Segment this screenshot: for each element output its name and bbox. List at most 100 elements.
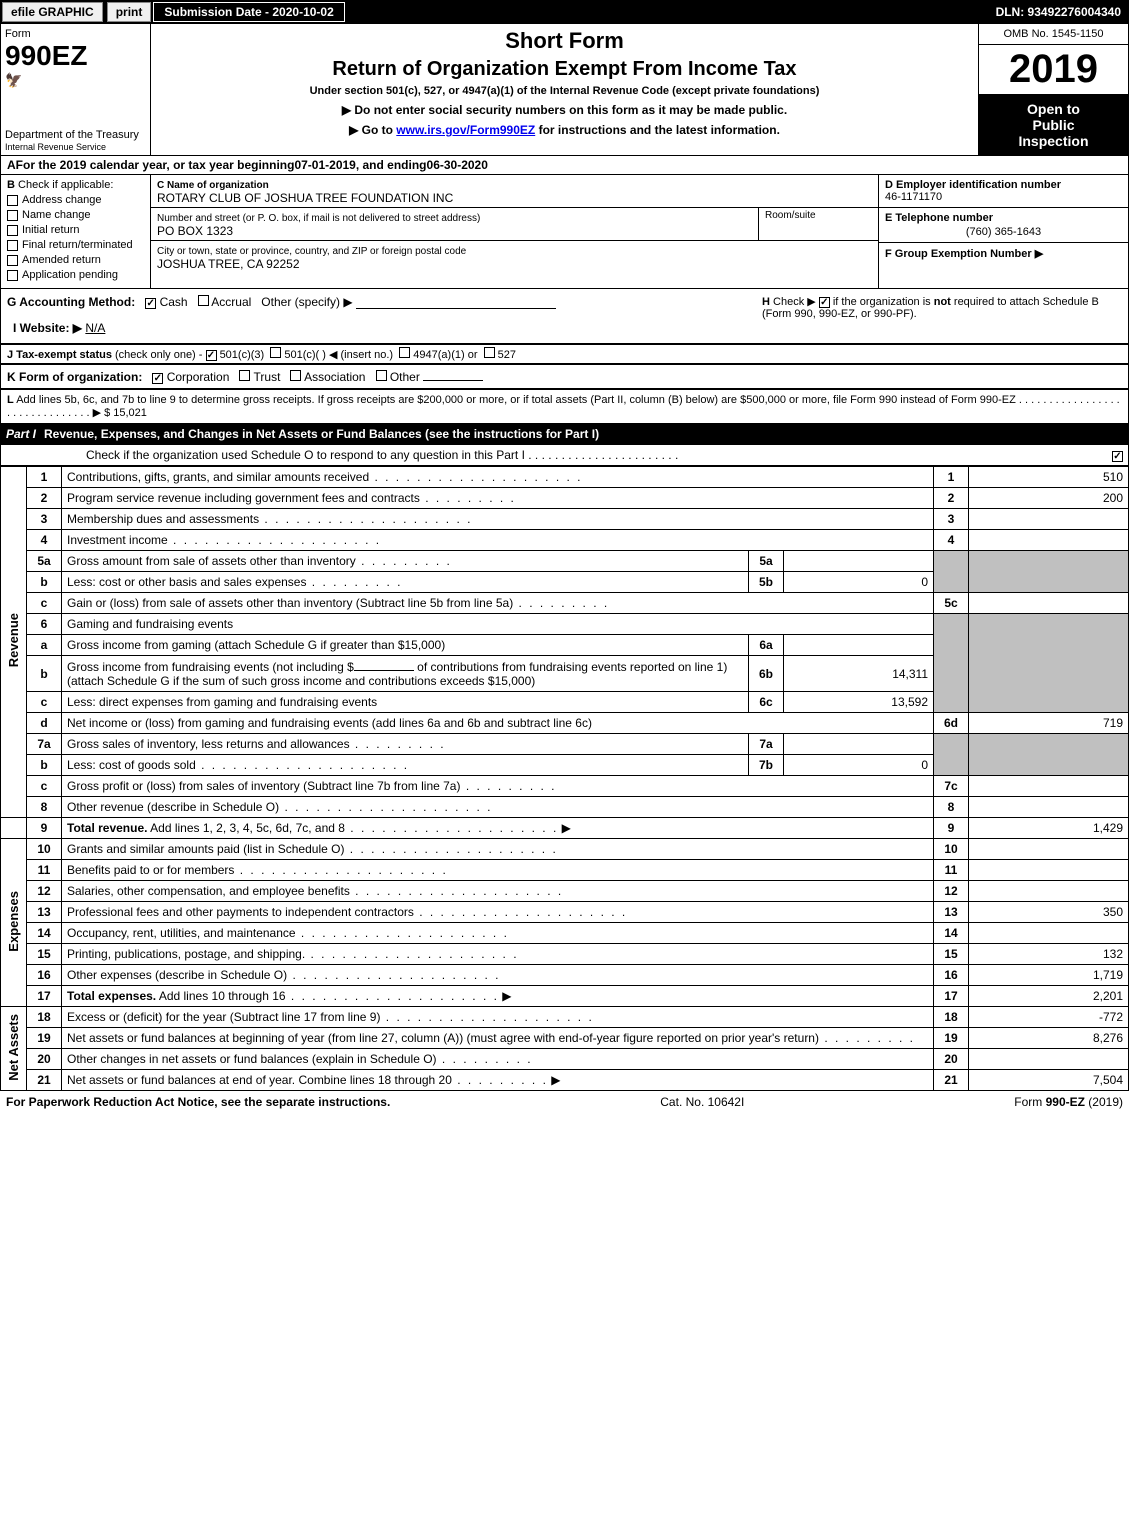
checkbox-h[interactable] bbox=[819, 297, 830, 308]
footer-form: Form 990-EZ (2019) bbox=[1014, 1095, 1123, 1109]
row-4: 4 Investment income 4 bbox=[1, 530, 1129, 551]
label-addr-change: Address change bbox=[22, 194, 102, 206]
amt-21: 7,504 bbox=[969, 1070, 1129, 1091]
amt-5b: 0 bbox=[784, 572, 934, 593]
irs-link[interactable]: www.irs.gov/Form990EZ bbox=[396, 123, 535, 137]
checkbox-527[interactable] bbox=[484, 347, 495, 358]
checkbox-other-org[interactable] bbox=[376, 370, 387, 381]
row-1: Revenue 1 Contributions, gifts, grants, … bbox=[1, 467, 1129, 488]
paperwork-notice: For Paperwork Reduction Act Notice, see … bbox=[6, 1095, 390, 1109]
amt-6b: 14,311 bbox=[784, 656, 934, 692]
shaded-7 bbox=[934, 734, 969, 776]
amt-16: 1,719 bbox=[969, 965, 1129, 986]
open-public-badge: Open to Public Inspection bbox=[979, 95, 1128, 155]
checkbox-pending[interactable] bbox=[7, 270, 18, 281]
row-5a: 5a Gross amount from sale of assets othe… bbox=[1, 551, 1129, 572]
ein-value: 46-1171170 bbox=[885, 191, 942, 203]
form-label: Form bbox=[5, 28, 146, 40]
line-k: K Form of organization: Corporation Trus… bbox=[0, 364, 1129, 389]
revenue-side-label: Revenue bbox=[1, 467, 27, 818]
row-17: 17 Total expenses. Add lines 10 through … bbox=[1, 986, 1129, 1007]
city-value: JOSHUA TREE, CA 92252 bbox=[157, 257, 300, 271]
header-sub3: ▶ Go to www.irs.gov/Form990EZ for instru… bbox=[159, 123, 970, 137]
print-button[interactable]: print bbox=[107, 2, 152, 22]
header-middle: Short Form Return of Organization Exempt… bbox=[151, 24, 978, 155]
row-6: 6 Gaming and fundraising events bbox=[1, 614, 1129, 635]
checkbox-addr-change[interactable] bbox=[7, 195, 18, 206]
amt-12 bbox=[969, 881, 1129, 902]
efile-button[interactable]: efile GRAPHIC bbox=[2, 2, 103, 22]
box-right: D Employer identification number 46-1171… bbox=[878, 175, 1128, 288]
row-5c: c Gain or (loss) from sale of assets oth… bbox=[1, 593, 1129, 614]
other-method-blank bbox=[356, 295, 556, 309]
checkbox-trust[interactable] bbox=[239, 370, 250, 381]
amt-10 bbox=[969, 839, 1129, 860]
part1-header: Part I Revenue, Expenses, and Changes in… bbox=[0, 424, 1129, 444]
row-20: 20 Other changes in net assets or fund b… bbox=[1, 1049, 1129, 1070]
amt-4 bbox=[969, 530, 1129, 551]
row-7a: 7a Gross sales of inventory, less return… bbox=[1, 734, 1129, 755]
checkbox-part1-scho[interactable] bbox=[1112, 451, 1123, 462]
amt-17: 2,201 bbox=[969, 986, 1129, 1007]
org-name-value: ROTARY CLUB OF JOSHUA TREE FOUNDATION IN… bbox=[157, 191, 453, 205]
box-b: B Check if applicable: Address change Na… bbox=[1, 175, 151, 288]
entity-block: B Check if applicable: Address change Na… bbox=[0, 175, 1129, 289]
checkbox-accrual[interactable] bbox=[198, 295, 209, 306]
amt-1: 510 bbox=[969, 467, 1129, 488]
amt-5c bbox=[969, 593, 1129, 614]
shaded-6 bbox=[934, 614, 969, 713]
checkbox-amended[interactable] bbox=[7, 255, 18, 266]
amt-7b: 0 bbox=[784, 755, 934, 776]
amt-14 bbox=[969, 923, 1129, 944]
short-form-title: Short Form bbox=[159, 28, 970, 54]
amt-13: 350 bbox=[969, 902, 1129, 923]
revenue-side-pad bbox=[1, 818, 27, 839]
line-g: G Accounting Method: Cash Accrual Other … bbox=[7, 295, 752, 337]
dln-number: DLN: 93492276004340 bbox=[996, 5, 1129, 19]
gh-row: G Accounting Method: Cash Accrual Other … bbox=[0, 289, 1129, 344]
checkbox-initial[interactable] bbox=[7, 225, 18, 236]
checkbox-corp[interactable] bbox=[152, 373, 163, 384]
row-3: 3 Membership dues and assessments 3 bbox=[1, 509, 1129, 530]
amt-6a bbox=[784, 635, 934, 656]
label-amended: Amended return bbox=[22, 254, 101, 266]
row-11: 11 Benefits paid to or for members 11 bbox=[1, 860, 1129, 881]
checkbox-4947[interactable] bbox=[399, 347, 410, 358]
checkbox-501c3[interactable] bbox=[206, 350, 217, 361]
line-a: A For the 2019 calendar year, or tax yea… bbox=[0, 156, 1129, 175]
form-left: Form 990EZ 🦅 Department of the Treasury … bbox=[1, 24, 151, 155]
amt-19: 8,276 bbox=[969, 1028, 1129, 1049]
phone-value: (760) 365-1643 bbox=[885, 226, 1122, 238]
org-name-cell: C Name of organization ROTARY CLUB OF JO… bbox=[151, 175, 878, 208]
street-value: PO BOX 1323 bbox=[157, 224, 233, 238]
shaded-6v bbox=[969, 614, 1129, 713]
header-sub2: ▶ Do not enter social security numbers o… bbox=[159, 103, 970, 117]
checkbox-501c[interactable] bbox=[270, 347, 281, 358]
box-c: C Name of organization ROTARY CLUB OF JO… bbox=[151, 175, 878, 288]
gross-receipts-value: 15,021 bbox=[113, 407, 147, 419]
website-value: N/A bbox=[85, 321, 105, 335]
row-6d: d Net income or (loss) from gaming and f… bbox=[1, 713, 1129, 734]
other-org-blank bbox=[423, 369, 483, 381]
line-l: L Add lines 5b, 6c, and 7b to line 9 to … bbox=[0, 389, 1129, 424]
amt-15: 132 bbox=[969, 944, 1129, 965]
cat-number: Cat. No. 10642I bbox=[660, 1095, 744, 1109]
line-h: H Check ▶ if the organization is not req… bbox=[752, 295, 1122, 337]
amt-7a bbox=[784, 734, 934, 755]
row-16: 16 Other expenses (describe in Schedule … bbox=[1, 965, 1129, 986]
checkbox-assoc[interactable] bbox=[290, 370, 301, 381]
checkbox-cash[interactable] bbox=[145, 298, 156, 309]
row-21: 21 Net assets or fund balances at end of… bbox=[1, 1070, 1129, 1091]
city-cell: City or town, state or province, country… bbox=[151, 241, 878, 273]
expenses-side-label: Expenses bbox=[1, 839, 27, 1007]
line-a-label: A bbox=[7, 158, 16, 172]
row-12: 12 Salaries, other compensation, and emp… bbox=[1, 881, 1129, 902]
row-13: 13 Professional fees and other payments … bbox=[1, 902, 1129, 923]
tax-year-end: 06-30-2020 bbox=[427, 158, 488, 172]
checkbox-final[interactable] bbox=[7, 240, 18, 251]
group-exemption-cell: F Group Exemption Number ▶ bbox=[879, 243, 1128, 264]
row-15: 15 Printing, publications, postage, and … bbox=[1, 944, 1129, 965]
label-final: Final return/terminated bbox=[22, 239, 133, 251]
amt-8 bbox=[969, 797, 1129, 818]
checkbox-name-change[interactable] bbox=[7, 210, 18, 221]
